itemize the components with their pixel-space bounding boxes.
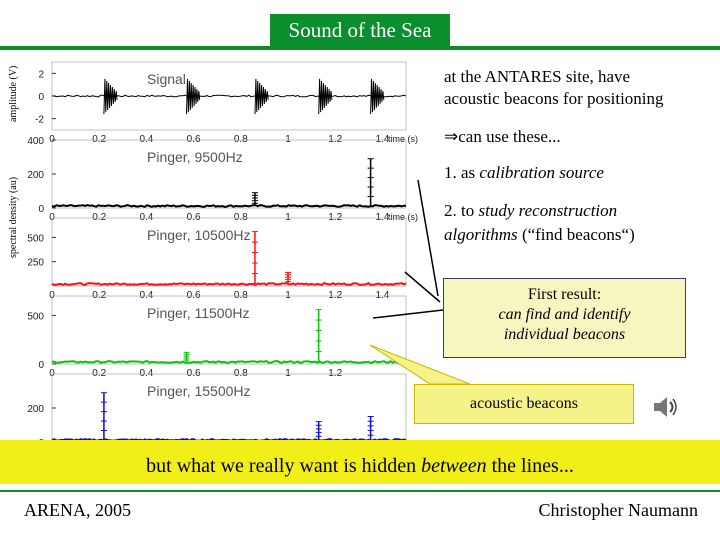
pinger-15500-ytick-label: 200 — [27, 404, 44, 415]
acoustic-beacons-box: acoustic beacons — [414, 384, 634, 424]
pinger-10500-trace — [51, 281, 407, 286]
callout-line-2: can find and identify — [498, 306, 631, 323]
pinger-9500-ytick-label: 400 — [27, 136, 44, 147]
pinger-11500-xtick-label: 0.6 — [187, 368, 201, 379]
pinger-11500-xtick-label: 1 — [285, 368, 291, 379]
intro-line-1: at the ANTARES site, have — [444, 67, 631, 86]
point-2-line-2: algorithms (“find beacons“) — [444, 224, 635, 245]
pinger-9500-xtick-label: 0.4 — [139, 212, 153, 223]
between-the-lines-banner: but what we really want is hidden betwee… — [0, 440, 720, 484]
signal-ytick-label: -2 — [35, 115, 44, 126]
callout-line-3: individual beacons — [503, 326, 626, 343]
pinger-9500-trace — [51, 204, 407, 208]
pinger-10500-xtick-label: 0.6 — [187, 290, 201, 301]
signal-burst — [103, 78, 118, 115]
pinger-10500-xtick-label: 1 — [285, 290, 291, 301]
pinger-9500-ytick-label: 200 — [27, 170, 44, 181]
signal-burst — [318, 78, 333, 115]
callout-line-1: First result: — [527, 286, 602, 303]
point-1-text: calibration source — [479, 163, 604, 182]
pinger-9500-xlabel: time (s) — [388, 212, 418, 222]
point-2-number: 2. to — [444, 201, 479, 220]
pinger-9500-ytick-label: 0 — [38, 204, 44, 215]
point-1: 1. as calibration source — [444, 162, 604, 183]
signal-xtick-label: 0.6 — [187, 134, 201, 145]
point-2-tail: (“find beacons“) — [517, 225, 635, 244]
intro-line-2: acoustic beacons for positioning — [444, 89, 664, 108]
pinger-11500-ytick-label: 0 — [38, 360, 44, 371]
signal-burst — [254, 78, 269, 115]
point-2: 2. to study reconstruction — [444, 200, 617, 221]
signal-xtick-label: 1 — [285, 134, 291, 145]
signal-xlabel: time (s) — [388, 134, 418, 144]
pinger-11500-trace — [51, 360, 407, 364]
signal-burst — [186, 78, 201, 115]
pinger-10500-xtick-label: 0.8 — [234, 290, 248, 301]
pinger-11500-xtick-label: 0 — [49, 368, 55, 379]
signal-xtick-label: 1.2 — [328, 134, 342, 145]
pinger-10500-xtick-label: 1.4 — [375, 290, 389, 301]
pinger-11500-xtick-label: 1.2 — [328, 368, 342, 379]
pinger-10500-xtick-label: 0.2 — [92, 290, 106, 301]
footer-left: ARENA, 2005 — [24, 500, 131, 520]
signal-xtick-label: 0.2 — [92, 134, 106, 145]
pinger-9500-xtick-label: 0.2 — [92, 212, 106, 223]
slide-title: Sound of the Sea — [270, 14, 450, 46]
arrow-to-beacons-3 — [417, 179, 439, 297]
signal-ytick-label: 2 — [38, 69, 44, 80]
pinger-9500-xtick-label: 1.4 — [375, 212, 389, 223]
signal-ytick-label: 0 — [38, 92, 44, 103]
pinger-11500-title: Pinger, 11500Hz — [147, 305, 249, 321]
pinger-9500-xtick-label: 0.8 — [234, 212, 248, 223]
signal-burst — [370, 78, 385, 115]
signal-title: Signal — [147, 71, 186, 87]
pinger-10500-frame — [51, 217, 407, 287]
title-bar — [0, 46, 720, 50]
pinger-10500-ytick-label: 250 — [27, 258, 44, 269]
pinger-10500-ytick-label: 500 — [27, 233, 44, 244]
pinger-15500-title: Pinger, 15500Hz — [147, 383, 251, 399]
pinger-9500-title: Pinger, 9500Hz — [147, 149, 243, 165]
pinger-11500-xtick-label: 0.8 — [234, 368, 248, 379]
pinger-11500-xtick-label: 0.2 — [92, 368, 106, 379]
footer-bar — [0, 490, 720, 492]
pinger-9500-xtick-label: 1.2 — [328, 212, 342, 223]
banner-italic: between — [421, 455, 487, 477]
signal-xtick-label: 0.8 — [234, 134, 248, 145]
footer-right: Christopher Naumann — [538, 500, 698, 520]
pinger-10500-xtick-label: 1.2 — [328, 290, 342, 301]
pinger-9500-xtick-label: 0.6 — [187, 212, 201, 223]
pinger-11500-frame — [51, 295, 407, 365]
pinger-10500-title: Pinger, 10500Hz — [147, 227, 251, 243]
signal-xtick-label: 1.4 — [375, 134, 389, 145]
banner-post: the lines... — [486, 455, 574, 477]
can-use-line: ⇒can use these... — [444, 127, 561, 146]
pinger-10500-xtick-label: 0.4 — [139, 290, 153, 301]
banner-pre: but what we really want is hidden — [146, 455, 422, 477]
point-2-algorithms: algorithms — [444, 225, 518, 244]
point-1-number: 1. as — [444, 163, 480, 182]
speaker-icon[interactable] — [650, 392, 680, 422]
signal-xtick-label: 0.4 — [139, 134, 153, 145]
pinger-11500-ytick-label: 500 — [27, 311, 44, 322]
pinger-9500-xtick-label: 0 — [49, 212, 55, 223]
first-result-callout: First result: can find and identify indi… — [443, 278, 686, 358]
point-2-text: study reconstruction — [478, 201, 618, 220]
pinger-11500-xtick-label: 0.4 — [139, 368, 153, 379]
pinger-10500-xtick-label: 0 — [49, 290, 55, 301]
pinger-9500-xtick-label: 1 — [285, 212, 291, 223]
